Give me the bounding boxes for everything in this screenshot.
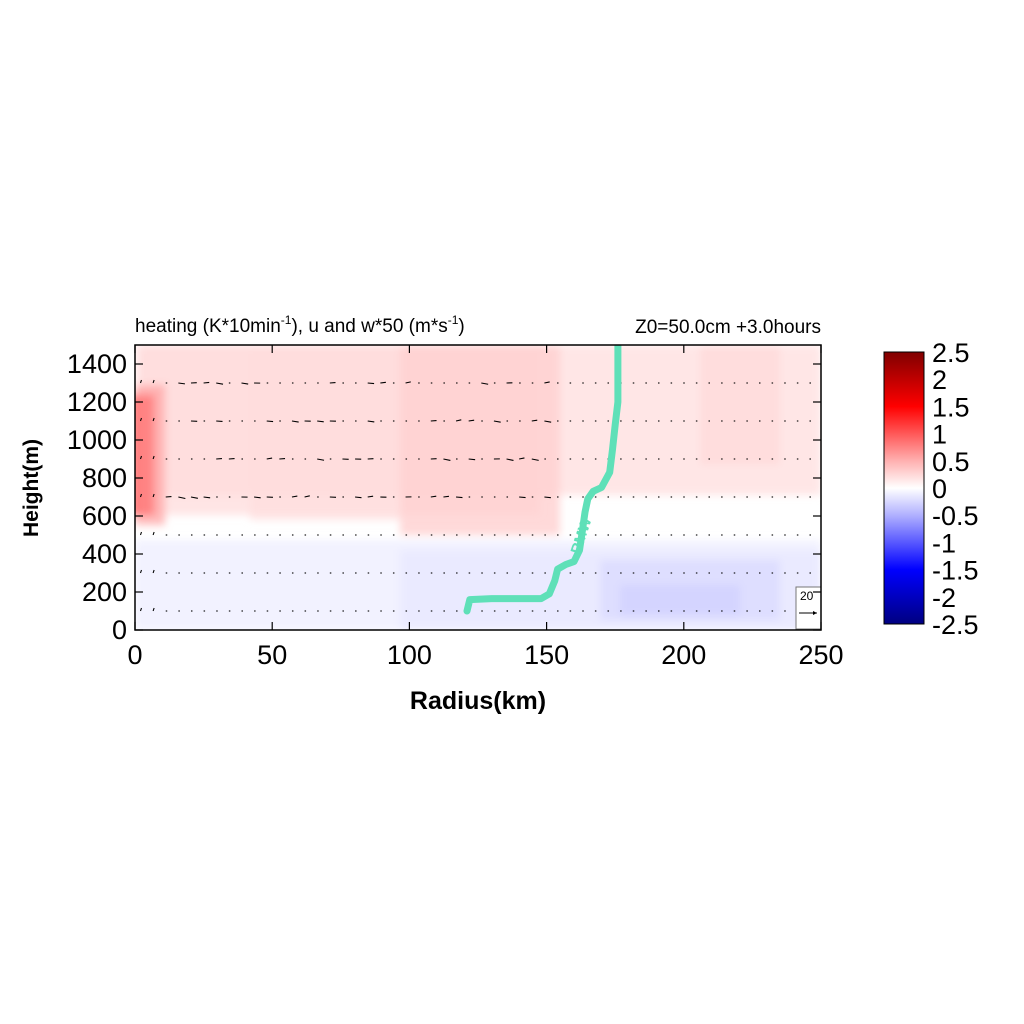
- colorbar-tick-label: 1: [932, 420, 947, 450]
- colorbar-tick-label: -2: [932, 583, 956, 613]
- wind-vector: [152, 379, 155, 384]
- wind-vector: [139, 379, 143, 384]
- wind-vector: [139, 531, 143, 536]
- wind-vector: [139, 455, 143, 460]
- wind-vector: [468, 419, 475, 422]
- x-axis: 0 50 100 150 200 250: [127, 345, 844, 670]
- colorbar-tick-label: -2.5: [932, 610, 979, 640]
- x-tick-label: 50: [257, 640, 287, 670]
- wind-vector: [443, 495, 450, 498]
- y-tick-label: 800: [82, 463, 127, 493]
- y-tick-label: 600: [82, 501, 127, 531]
- wind-vector: [203, 496, 211, 499]
- wind-vector: [178, 382, 186, 385]
- x-tick-label: 250: [798, 640, 843, 670]
- colorbar-tick-label: 2.5: [932, 338, 970, 368]
- wind-vector: [506, 458, 514, 461]
- wind-vector: [519, 457, 525, 460]
- y-tick-label: 400: [82, 539, 127, 569]
- wind-vector: [216, 382, 224, 385]
- colorbar-tick-label: 1.5: [932, 392, 970, 422]
- wind-vector: [367, 382, 375, 385]
- chart-title: heating (K*10min-1), u and w*50 (m*s-1): [135, 313, 465, 337]
- reference-vector-label: 20: [800, 589, 814, 603]
- wind-vector: [254, 496, 261, 499]
- x-tick-label: 200: [661, 640, 706, 670]
- wind-vector: [455, 419, 462, 422]
- y-axis-label: Height(m): [20, 439, 43, 537]
- wind-vector: [291, 495, 298, 498]
- wind-vector: [152, 607, 155, 612]
- x-tick-label: 150: [524, 640, 569, 670]
- y-tick-label: 1400: [67, 349, 127, 379]
- wind-vector: [367, 495, 374, 498]
- wind-vector: [152, 569, 155, 574]
- wind-vector: [430, 495, 437, 498]
- x-tick-label: 0: [127, 640, 142, 670]
- wind-vector: [493, 420, 501, 423]
- wind-vector: [190, 496, 198, 499]
- y-axis: 0 200 400 600 800 1000 1200 1400: [67, 349, 821, 645]
- wind-vector: [531, 419, 538, 422]
- wind-vector: [304, 495, 310, 498]
- y-tick-label: 0: [112, 615, 127, 645]
- wind-vector: [139, 493, 143, 498]
- colorbar-tick-label: 0: [932, 474, 947, 504]
- wind-vector: [367, 420, 375, 423]
- wind-vector: [544, 496, 551, 499]
- colorbar-ticks: 2.521.510.50-0.5-1-1.5-2-2.5: [932, 338, 979, 640]
- rmw-curve: [463, 345, 622, 615]
- wind-vector: [544, 381, 550, 384]
- x-axis-label: Radius(km): [410, 687, 546, 715]
- x-tick-label: 100: [387, 640, 432, 670]
- wind-vector: [455, 496, 463, 499]
- wind-vector: [266, 420, 274, 423]
- wind-vector: [152, 455, 155, 460]
- wind-vector: [139, 569, 143, 574]
- wind-vector: [405, 381, 411, 384]
- wind-vector: [203, 381, 210, 384]
- wind-vector: [519, 496, 526, 499]
- colorbar: [883, 351, 925, 625]
- run-label: Z0=50.0cm +3.0hours: [635, 317, 821, 338]
- colorbar-tick-label: -1.5: [932, 556, 979, 586]
- colorbar-tick-label: 0.5: [932, 447, 970, 477]
- wind-vector: [178, 496, 186, 500]
- wind-vector: [317, 420, 324, 423]
- wind-vector: [152, 531, 155, 536]
- wind-vector: [468, 458, 476, 461]
- wind-vector: [241, 382, 249, 385]
- y-tick-label: 1200: [67, 387, 127, 417]
- reference-vector: 20: [795, 586, 822, 630]
- y-tick-label: 1000: [67, 425, 127, 455]
- colorbar-tick-label: 2: [932, 365, 947, 395]
- wind-vector: [380, 381, 386, 384]
- wind-vector: [139, 417, 143, 422]
- y-tick-label: 200: [82, 577, 127, 607]
- wind-vector: [291, 420, 299, 423]
- wind-vector: [544, 420, 552, 423]
- wind-vector: [266, 457, 273, 460]
- wind-vector: [355, 496, 362, 499]
- wind-vector: [443, 458, 451, 461]
- heating-field: [135, 345, 821, 630]
- wind-vector: [152, 417, 155, 422]
- colorbar-tick-label: -1: [932, 528, 956, 558]
- wind-vector: [317, 458, 325, 461]
- wind-vector: [481, 382, 489, 385]
- wind-vector: [152, 493, 155, 498]
- colorbar-tick-label: -0.5: [932, 501, 979, 531]
- wind-vectors: [139, 379, 811, 612]
- wind-vector: [139, 607, 143, 612]
- plot-frame: [134, 344, 822, 631]
- wind-vector: [531, 458, 539, 461]
